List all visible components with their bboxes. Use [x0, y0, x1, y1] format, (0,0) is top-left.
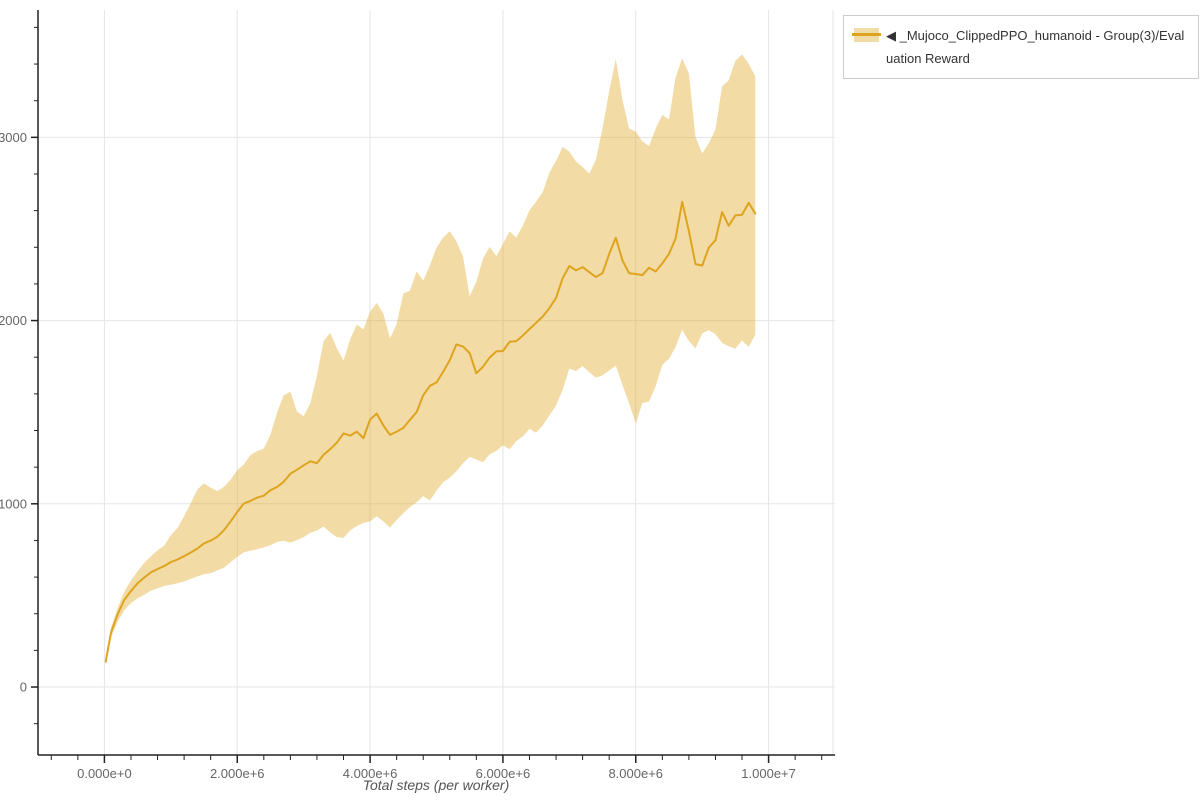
- y-axis-ticks: 0 1000 2000 3000: [0, 26, 38, 725]
- legend-swatch-band: [852, 28, 881, 42]
- x-tick-label: 4.000e+6: [343, 766, 398, 781]
- legend: ◀ _Mujoco_ClippedPPO_humanoid - Group(3)…: [843, 15, 1199, 79]
- y-tick-label: 0: [20, 680, 27, 695]
- grid-lines: [38, 10, 835, 755]
- axes: [37, 10, 835, 756]
- legend-swatch-line: [852, 33, 881, 36]
- y-tick-label: 1000: [0, 496, 27, 511]
- x-tick-label: 6.000e+6: [476, 766, 531, 781]
- legend-item-evaluation-reward[interactable]: ◀ _Mujoco_ClippedPPO_humanoid - Group(3)…: [852, 24, 1188, 70]
- x-axis-title: Total steps (per worker): [363, 777, 510, 793]
- legend-label: ◀ _Mujoco_ClippedPPO_humanoid - Group(3)…: [886, 28, 1185, 66]
- x-tick-label: 8.000e+6: [608, 766, 663, 781]
- x-axis-ticks: 0.000e+0 2.000e+6 4.000e+6 6.000e+6 8.000e+6…: [50, 755, 823, 781]
- x-tick-label: 1.000e+7: [741, 766, 796, 781]
- y-tick-label: 2000: [0, 313, 27, 328]
- x-tick-label: 2.000e+6: [210, 766, 265, 781]
- y-tick-label: 3000: [0, 130, 27, 145]
- x-tick-label: 0.000e+0: [77, 766, 132, 781]
- mean-reward-line: [104, 200, 757, 663]
- confidence-band: [105, 54, 756, 664]
